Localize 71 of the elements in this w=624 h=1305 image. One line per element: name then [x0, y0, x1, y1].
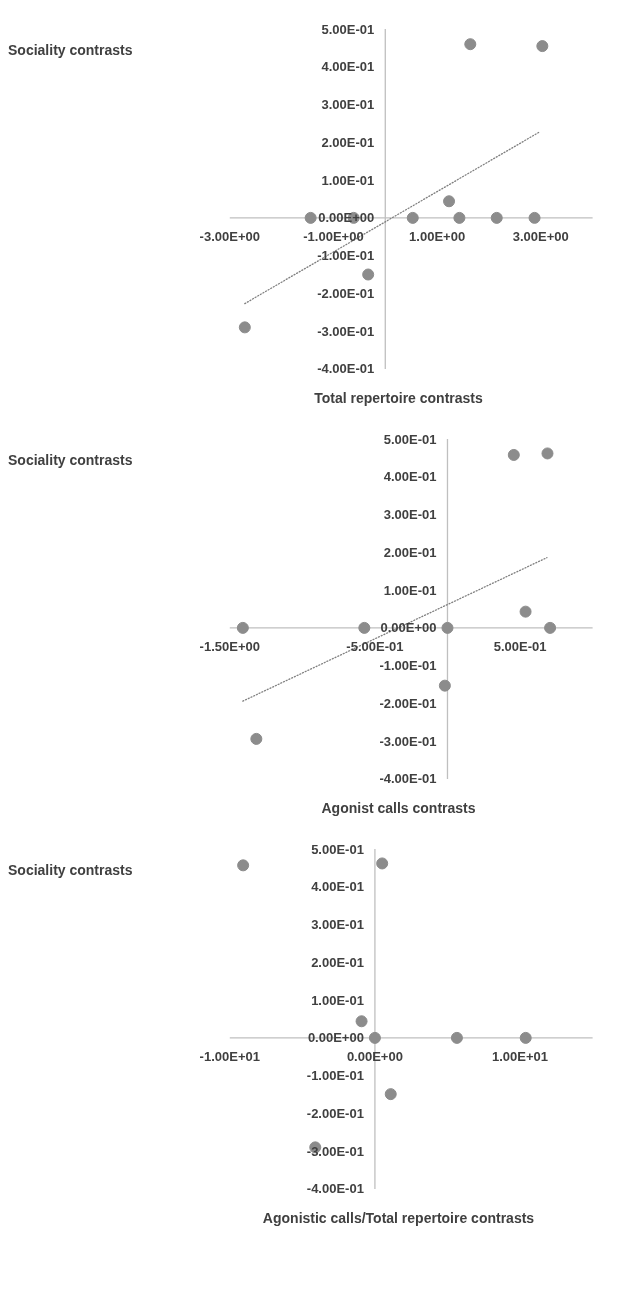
x-axis-title: Total repertoire contrasts	[314, 389, 483, 406]
x-axis-title: Agonistic calls/Total repertoire contrasts	[262, 1209, 535, 1226]
y-tick-label: -4.00E-01	[379, 771, 437, 787]
y-tick-label: 5.00E-01	[383, 431, 437, 447]
x-tick-label: 5.00E-01	[493, 638, 547, 654]
y-tick-label: -1.00E-01	[379, 658, 437, 674]
x-tick-label: 1.00E+01	[492, 1048, 549, 1064]
y-tick-label: -1.00E-01	[317, 248, 375, 264]
point	[536, 40, 549, 53]
y-tick-label: -2.00E-01	[379, 695, 437, 711]
point	[304, 211, 317, 224]
point	[519, 1031, 532, 1044]
point	[237, 859, 250, 872]
point	[236, 621, 249, 634]
y-tick-label: 3.00E-01	[311, 917, 364, 933]
y-tick-label: -1.00E-01	[306, 1068, 364, 1084]
y-tick-label: 0.00E+00	[380, 620, 437, 636]
point	[507, 448, 520, 461]
point	[441, 621, 454, 634]
point	[362, 268, 375, 281]
y-tick-label: -3.00E-01	[379, 733, 437, 749]
y-tick-label: 2.00E-01	[311, 954, 364, 970]
y-axis-title: Sociality contrasts	[8, 861, 133, 880]
y-tick-label: 4.00E-01	[311, 879, 364, 895]
x-tick-label: -1.00E+00	[303, 228, 364, 244]
point	[384, 1088, 397, 1101]
point	[528, 211, 541, 224]
x-tick-label: 3.00E+00	[512, 228, 569, 244]
y-tick-label: -4.00E-01	[317, 361, 375, 377]
y-tick-label: -3.00E-01	[306, 1143, 364, 1159]
point	[438, 679, 451, 692]
y-tick-label: 1.00E-01	[311, 992, 364, 1008]
x-tick-label: -3.00E+00	[199, 228, 260, 244]
x-tick-label: 0.00E+00	[346, 1048, 403, 1064]
x-tick-label: 1.00E+00	[409, 228, 466, 244]
y-tick-label: 2.00E-01	[321, 134, 375, 150]
x-tick-label: -5.00E-01	[346, 638, 404, 654]
y-tick-label: 5.00E-01	[321, 21, 375, 37]
point	[406, 211, 419, 224]
point	[541, 447, 554, 460]
y-tick-label: -3.00E-01	[317, 323, 375, 339]
point	[544, 621, 557, 634]
point	[250, 732, 263, 745]
point	[368, 1031, 381, 1044]
point	[238, 321, 251, 334]
point	[464, 38, 477, 51]
point	[376, 857, 389, 870]
y-axis-title: Sociality contrasts	[8, 41, 133, 60]
point	[443, 195, 456, 208]
point	[453, 211, 466, 224]
y-tick-label: 3.00E-01	[321, 97, 375, 113]
y-tick-label: 1.00E-01	[383, 582, 437, 598]
y-tick-label: 4.00E-01	[321, 59, 375, 75]
point	[490, 211, 503, 224]
y-tick-label: -2.00E-01	[306, 1105, 364, 1121]
y-tick-label: -2.00E-01	[317, 285, 375, 301]
point	[519, 605, 532, 618]
point	[358, 621, 371, 634]
y-tick-label: 1.00E-01	[321, 172, 375, 188]
y-tick-label: 5.00E-01	[311, 841, 364, 857]
point	[450, 1031, 463, 1044]
y-axis-title: Sociality contrasts	[8, 451, 133, 470]
x-axis-title: Agonist calls contrasts	[321, 799, 476, 816]
y-tick-label: -4.00E-01	[306, 1181, 364, 1197]
point	[355, 1015, 368, 1028]
y-tick-label: 3.00E-01	[383, 507, 437, 523]
y-tick-label: 4.00E-01	[383, 469, 437, 485]
x-tick-label: -1.50E+00	[199, 638, 260, 654]
y-tick-label: 2.00E-01	[383, 544, 437, 560]
x-tick-label: -1.00E+01	[199, 1048, 260, 1064]
y-tick-label: 0.00E+00	[307, 1030, 364, 1046]
